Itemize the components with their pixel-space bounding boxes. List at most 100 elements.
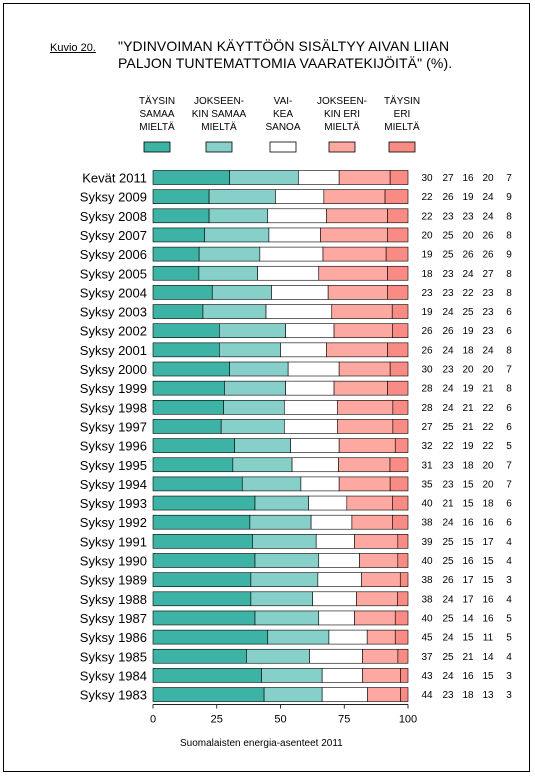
value-label: 6 [506, 326, 512, 337]
bar-segment-4 [326, 342, 388, 358]
value-label: 21 [462, 652, 474, 663]
legend-label-5-line-1: TÄYSIN [384, 95, 420, 107]
value-label: 6 [506, 403, 512, 414]
value-label: 24 [482, 192, 494, 203]
category-label: Syksy 1995 [80, 458, 147, 473]
bar-segment-3 [287, 361, 340, 377]
value-label: 6 [506, 422, 512, 433]
value-label: 4 [506, 537, 512, 548]
bar-segment-5 [387, 227, 409, 243]
value-label: 30 [421, 173, 433, 184]
value-label: 22 [442, 441, 454, 452]
bar-segment-5 [389, 170, 409, 185]
value-label: 26 [482, 250, 494, 261]
value-label: 24 [462, 269, 474, 280]
bar-segment-4 [322, 246, 387, 262]
bar-segment-4 [338, 438, 396, 453]
legend-label-2-line-2: KIN SAMAA [192, 109, 247, 120]
bar-segment-4 [323, 189, 386, 204]
bar-segment-3 [317, 572, 362, 587]
value-label: 8 [506, 230, 512, 241]
value-label: 15 [462, 479, 474, 490]
value-label: 8 [506, 384, 512, 395]
bar-segment-3 [275, 189, 325, 204]
bar-segment-5 [389, 476, 409, 492]
bar-segment-3 [315, 534, 355, 549]
x-tick-label: 0 [150, 714, 156, 726]
category-label: Syksy 1989 [80, 573, 147, 588]
bar-segment-2 [198, 246, 261, 262]
value-label: 19 [462, 326, 474, 337]
bar-segment-5 [392, 323, 409, 339]
bar-segment-3 [259, 246, 324, 262]
value-label: 3 [506, 671, 512, 682]
bar-segment-1 [152, 591, 252, 607]
value-label: 23 [482, 326, 494, 337]
value-label: 23 [442, 288, 454, 299]
value-label: 14 [482, 652, 494, 663]
value-label: 26 [482, 230, 494, 241]
bar-segment-2 [211, 285, 272, 300]
bar-segment-3 [300, 476, 340, 492]
bar-segment-1 [152, 246, 200, 262]
value-label: 25 [442, 230, 454, 241]
bar-segment-1 [152, 265, 200, 281]
bar-segment-5 [397, 553, 409, 568]
value-label: 24 [442, 594, 454, 605]
bar-segment-4 [337, 419, 394, 434]
value-label: 26 [442, 192, 454, 203]
bar-segment-5 [387, 265, 409, 281]
value-label: 18 [462, 690, 474, 701]
bar-segment-2 [229, 170, 299, 185]
bar-segment-1 [152, 553, 256, 568]
bar-segment-1 [152, 668, 262, 683]
bar-segment-2 [254, 610, 320, 626]
bar-segment-2 [252, 534, 317, 549]
value-label: 6 [506, 499, 512, 510]
category-label: Syksy 1986 [80, 630, 147, 645]
category-label: Syksy 1998 [80, 400, 147, 415]
value-label: 26 [421, 345, 433, 356]
bar-segment-3 [291, 457, 339, 473]
value-label: 8 [506, 288, 512, 299]
bar-segment-4 [333, 380, 388, 396]
bar-segment-4 [338, 457, 391, 473]
category-label: Syksy 1992 [80, 515, 147, 530]
value-label: 27 [482, 269, 494, 280]
value-label: 15 [462, 499, 474, 510]
category-label: Syksy 2005 [80, 266, 147, 281]
legend-label-4-line-3: MIELTÄ [324, 121, 360, 133]
bar-segment-4 [333, 323, 393, 339]
value-label: 20 [482, 479, 494, 490]
bar-segment-3 [312, 591, 357, 607]
bar-segment-4 [338, 170, 391, 185]
value-label: 25 [442, 556, 454, 567]
value-label: 20 [462, 365, 474, 376]
x-tick-label: 100 [399, 714, 417, 726]
bar-segment-2 [261, 668, 323, 683]
value-label: 6 [506, 518, 512, 529]
value-label: 26 [421, 326, 433, 337]
bar-segment-1 [152, 457, 234, 473]
value-label: 21 [462, 422, 474, 433]
value-label: 23 [442, 460, 454, 471]
category-label: Syksy 2001 [80, 343, 147, 358]
bar-segment-1 [152, 572, 252, 587]
value-label: 45 [421, 633, 433, 644]
value-label: 8 [506, 345, 512, 356]
value-label: 19 [421, 307, 433, 318]
value-label: 23 [442, 269, 454, 280]
value-label: 23 [442, 479, 454, 490]
bar-segment-3 [290, 438, 340, 453]
legend-label-5-line-2: ERI [394, 109, 411, 120]
bar-segment-2 [250, 591, 314, 607]
bar-segment-3 [283, 399, 338, 415]
bar-segment-2 [254, 553, 320, 568]
value-label: 23 [462, 211, 474, 222]
bar-segment-3 [328, 629, 368, 645]
value-label: 4 [506, 652, 512, 663]
bar-segment-5 [399, 572, 409, 587]
bar-segment-5 [387, 380, 409, 396]
bar-segment-5 [397, 591, 409, 607]
bar-segment-2 [224, 380, 286, 396]
